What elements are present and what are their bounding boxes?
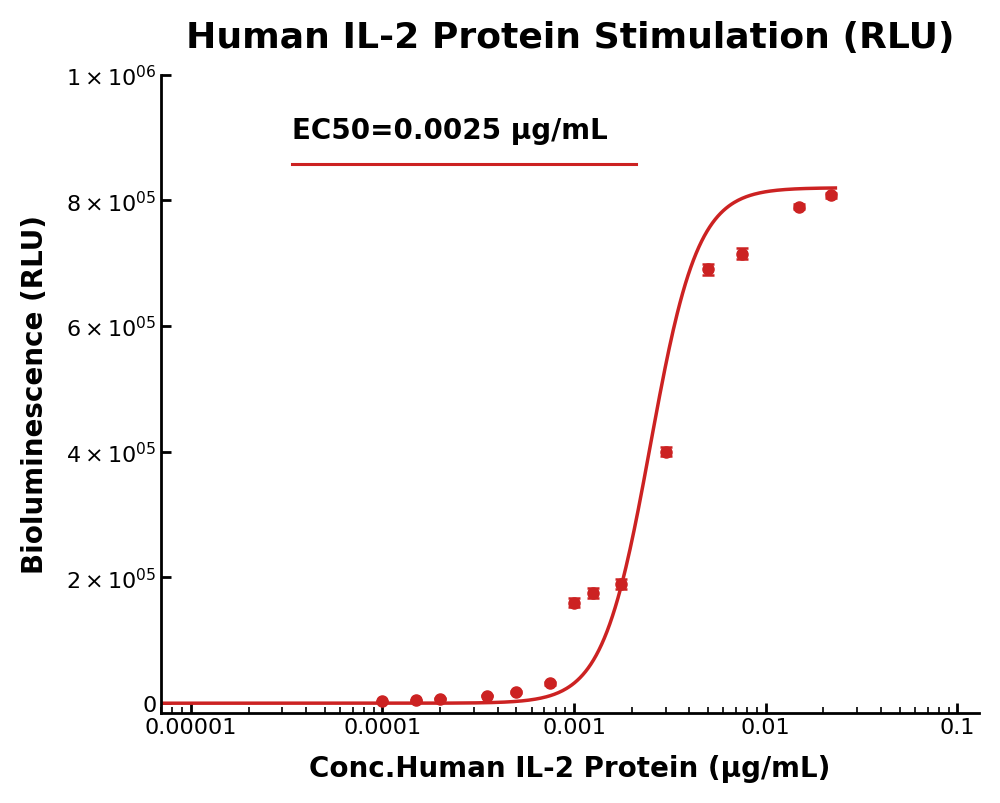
X-axis label: Conc.Human IL-2 Protein (μg/mL): Conc.Human IL-2 Protein (μg/mL): [309, 754, 831, 782]
Y-axis label: Bioluminescence (RLU): Bioluminescence (RLU): [21, 215, 49, 573]
Text: EC50=0.0025 μg/mL: EC50=0.0025 μg/mL: [292, 117, 608, 145]
Title: Human IL-2 Protein Stimulation (RLU): Human IL-2 Protein Stimulation (RLU): [186, 21, 954, 55]
